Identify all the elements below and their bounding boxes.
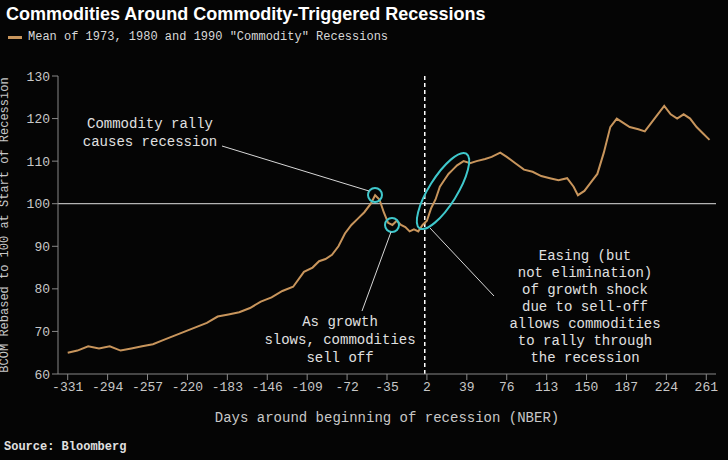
svg-text:BCOM Rebased to 100 at Start o: BCOM Rebased to 100 at Start of Recessio… [8, 77, 12, 372]
svg-text:224: 224 [655, 380, 679, 395]
svg-text:-294: -294 [92, 380, 123, 395]
svg-text:100: 100 [27, 197, 50, 212]
svg-text:Days around beginning of reces: Days around beginning of recession (NBER… [215, 410, 559, 426]
svg-text:As growthslows, commoditiessel: As growthslows, commoditiessell off [264, 314, 415, 366]
svg-text:113: 113 [535, 380, 558, 395]
svg-text:80: 80 [34, 282, 50, 297]
html-text:Mean of 1973, 1980 and 1990 "C: Mean of 1973, 1980 and 1990 "Commodity" … [28, 30, 389, 44]
svg-text:2: 2 [423, 380, 431, 395]
svg-text:70: 70 [34, 325, 50, 340]
svg-text:90: 90 [34, 240, 50, 255]
svg-text:261: 261 [695, 380, 719, 395]
svg-text:-220: -220 [172, 380, 203, 395]
svg-text:Easing (butnot elimination)of: Easing (butnot elimination)of growth sho… [509, 248, 660, 366]
svg-text:-331: -331 [52, 380, 83, 395]
svg-text:130: 130 [27, 70, 50, 85]
svg-text:-146: -146 [252, 380, 283, 395]
svg-text:-35: -35 [375, 380, 398, 395]
svg-text:110: 110 [27, 155, 50, 170]
svg-text:76: 76 [499, 380, 515, 395]
svg-text:120: 120 [27, 112, 50, 127]
svg-text:187: 187 [615, 380, 638, 395]
svg-text:-183: -183 [212, 380, 243, 395]
svg-text:-257: -257 [132, 380, 163, 395]
svg-text:39: 39 [459, 380, 475, 395]
html-text:Commodities Around Commodity-T: Commodities Around Commodity-Triggered R… [6, 4, 486, 24]
html-text:Source: Bloomberg: Source: Bloomberg [4, 440, 127, 454]
svg-text:60: 60 [34, 368, 50, 383]
svg-text:-109: -109 [292, 380, 323, 395]
svg-text:-72: -72 [335, 380, 358, 395]
svg-text:Commodity rallycauses recessio: Commodity rallycauses recession [83, 116, 217, 150]
svg-text:150: 150 [575, 380, 598, 395]
